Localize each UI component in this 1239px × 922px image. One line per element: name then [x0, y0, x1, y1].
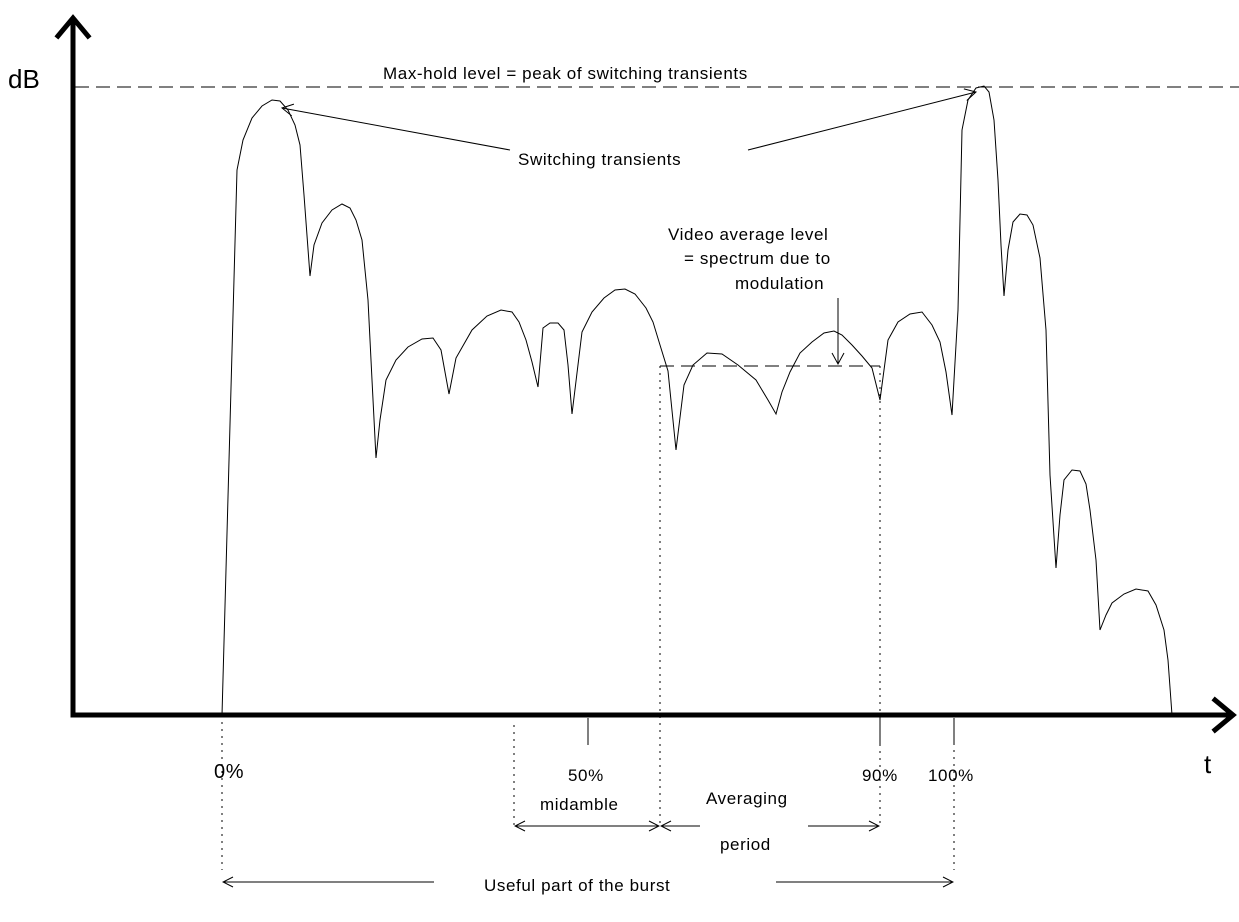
- tick-label-0: 0%: [214, 761, 244, 783]
- maxhold-label: Max-hold level = peak of switching trans…: [383, 64, 748, 83]
- x-axis-arrowhead: [1211, 696, 1237, 734]
- x-axis-label: t: [1204, 749, 1212, 779]
- midamble-label: midamble: [540, 795, 619, 814]
- averaging-label-1: Averaging: [706, 789, 788, 808]
- averaging-label-2: period: [720, 835, 771, 854]
- switching-pointer-right: [747, 88, 978, 151]
- tick-label-90: 90%: [862, 766, 898, 785]
- y-axis-arrowhead: [54, 14, 92, 40]
- video-average-label-1: Video average level: [668, 225, 828, 244]
- tick-label-100: 100%: [928, 766, 974, 785]
- useful-part-label: Useful part of the burst: [484, 876, 670, 895]
- video-average-label-3: modulation: [735, 274, 824, 293]
- switching-transients-label: Switching transients: [518, 150, 681, 169]
- y-axis-label: dB: [8, 64, 40, 94]
- video-average-label-2: = spectrum due to: [684, 249, 831, 268]
- switching-pointer-left: [280, 103, 511, 151]
- burst-power-curve: [221, 85, 1173, 716]
- tick-label-50: 50%: [568, 766, 604, 785]
